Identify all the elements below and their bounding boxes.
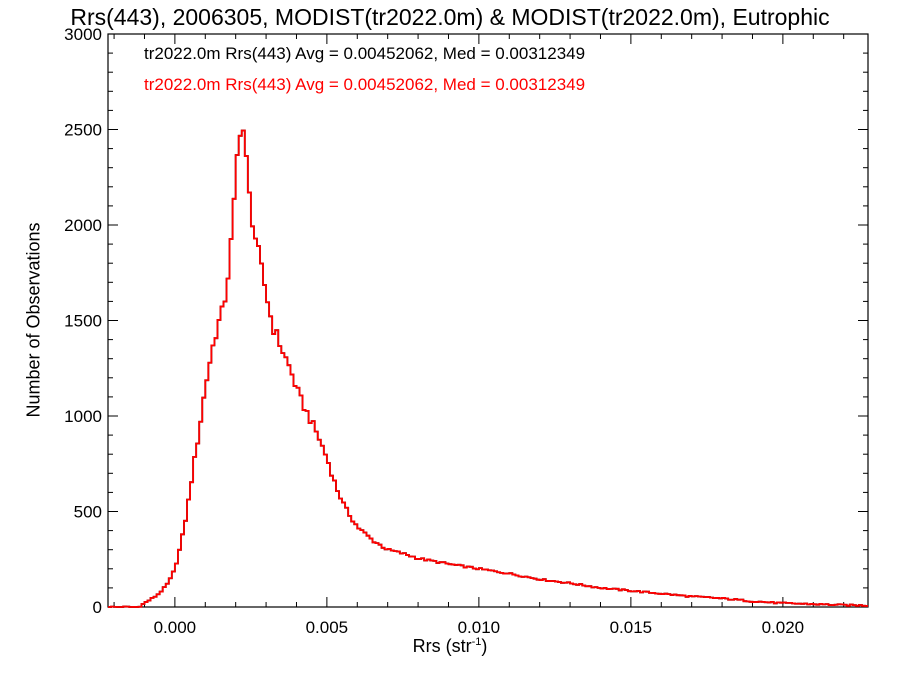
x-tick-label: 0.000 <box>154 618 197 637</box>
axis-ticks <box>108 33 868 608</box>
y-tick-label: 500 <box>74 503 102 522</box>
y-tick-label: 2000 <box>64 216 102 235</box>
y-tick-label: 1500 <box>64 312 102 331</box>
y-tick-label: 3000 <box>64 25 102 44</box>
y-tick-label: 1000 <box>64 407 102 426</box>
plot-frame <box>107 33 869 608</box>
y-tick-label: 2500 <box>64 121 102 140</box>
axis-tick-labels: 0.000 0.005 0.010 0.015 0.020 0 500 1000 1500 200… <box>64 25 804 637</box>
x-tick-label: 0.005 <box>306 618 349 637</box>
x-axis-label-text: Rrs (str <box>412 636 472 656</box>
x-tick-label: 0.020 <box>762 618 805 637</box>
series-line-red <box>108 129 868 608</box>
stats-line-red: tr2022.0m Rrs(443) Avg = 0.00452062, Med… <box>144 75 586 94</box>
x-axis-label-superscript: -1 <box>471 636 482 648</box>
chart-title: Rrs(443), 2006305, MODIST(tr2022.0m) & M… <box>70 4 830 30</box>
x-axis-label: Rrs (str-1) <box>0 636 900 657</box>
series-layer <box>108 129 868 608</box>
x-tick-label: 0.010 <box>458 618 501 637</box>
x-axis-label-close: ) <box>481 636 488 656</box>
y-axis-label: Number of Observations <box>23 222 44 418</box>
stats-line-black: tr2022.0m Rrs(443) Avg = 0.00452062, Med… <box>144 44 586 63</box>
y-tick-label: 0 <box>93 598 102 617</box>
series-line-black <box>108 129 868 608</box>
x-tick-label: 0.015 <box>610 618 653 637</box>
